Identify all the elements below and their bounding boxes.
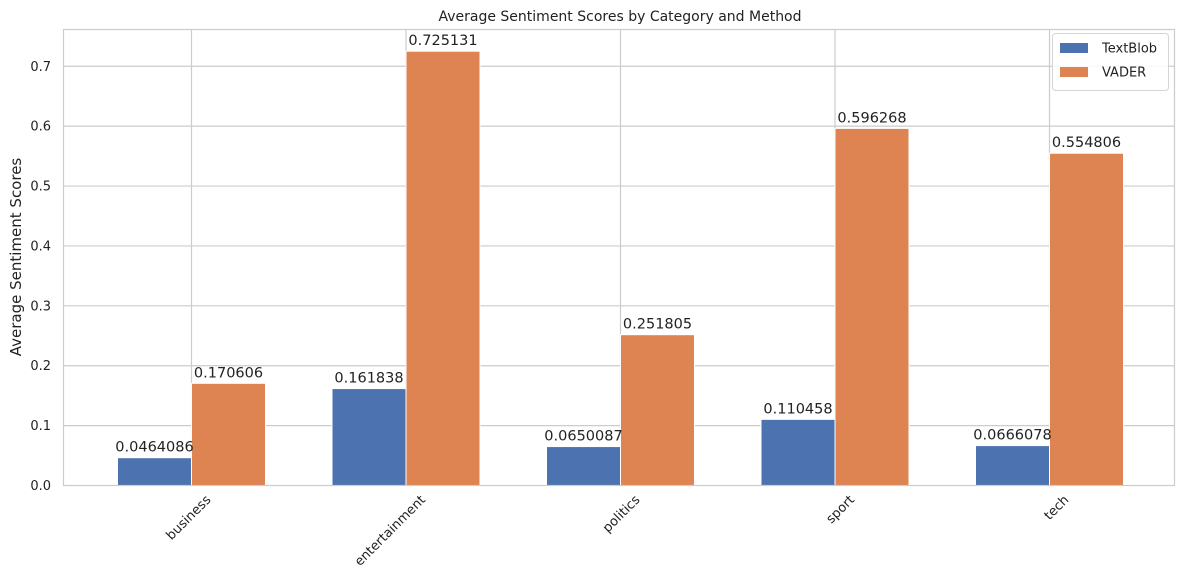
value-label: 0.596268 — [837, 110, 906, 126]
x-tick-label: business — [164, 493, 215, 544]
value-label: 0.0650087 — [544, 429, 622, 445]
x-tick-label: tech — [1042, 493, 1073, 524]
bar-vader-business — [191, 382, 266, 486]
y-tick-label: 0.3 — [30, 299, 51, 314]
value-label: 0.161838 — [334, 371, 403, 387]
y-tick-label: 0.6 — [30, 120, 51, 135]
bar-vader-entertainment — [405, 50, 481, 487]
y-tick-label: 0.7 — [30, 60, 51, 75]
chart-title: Average Sentiment Scores by Category and… — [438, 9, 801, 25]
y-tick-label: 0.5 — [30, 180, 51, 195]
value-label: 0.251805 — [623, 317, 692, 333]
bar-textblob-politics — [546, 446, 621, 486]
legend-swatch-textblob — [1060, 43, 1088, 53]
grid — [63, 29, 1175, 486]
value-label: 0.110458 — [763, 401, 832, 417]
bar-textblob-business — [117, 457, 192, 486]
bar-textblob-tech — [975, 445, 1050, 486]
legend-label-textblob: TextBlob — [1101, 42, 1157, 57]
y-tick-label: 0.1 — [30, 419, 51, 434]
value-label: 0.554806 — [1052, 135, 1121, 151]
value-label: 0.170606 — [194, 365, 263, 381]
bar-vader-politics — [620, 334, 695, 486]
legend-label-vader: VADER — [1102, 66, 1146, 81]
y-tick-label: 0.2 — [30, 359, 51, 374]
x-tick-label: entertainment — [352, 493, 429, 570]
legend: TextBlob VADER — [1052, 33, 1169, 91]
value-label: 0.0464086 — [115, 440, 193, 456]
bars — [117, 50, 1124, 487]
x-ticks: business entertainment politics sport tech — [164, 493, 1073, 570]
legend-swatch-vader — [1060, 67, 1088, 77]
bar-vader-tech — [1049, 152, 1124, 486]
y-ticks: 0.0 0.1 0.2 0.3 0.4 0.5 0.6 0.7 — [30, 60, 51, 494]
bar-textblob-entertainment — [331, 388, 407, 486]
x-tick-label: politics — [600, 493, 643, 536]
bar-textblob-sport — [760, 418, 836, 486]
y-tick-label: 0.0 — [30, 479, 51, 494]
value-label: 0.0666078 — [973, 428, 1051, 444]
plot-frame — [62, 28, 1176, 487]
y-axis-label: Average Sentiment Scores — [7, 158, 25, 357]
data-labels: 0.0464086 0.161838 0.0650087 0.110458 0.0666… — [115, 33, 1121, 455]
x-tick-label: sport — [824, 493, 858, 527]
y-tick-label: 0.4 — [30, 239, 51, 254]
value-label: 0.725131 — [408, 33, 477, 49]
bar-vader-sport — [834, 127, 910, 486]
